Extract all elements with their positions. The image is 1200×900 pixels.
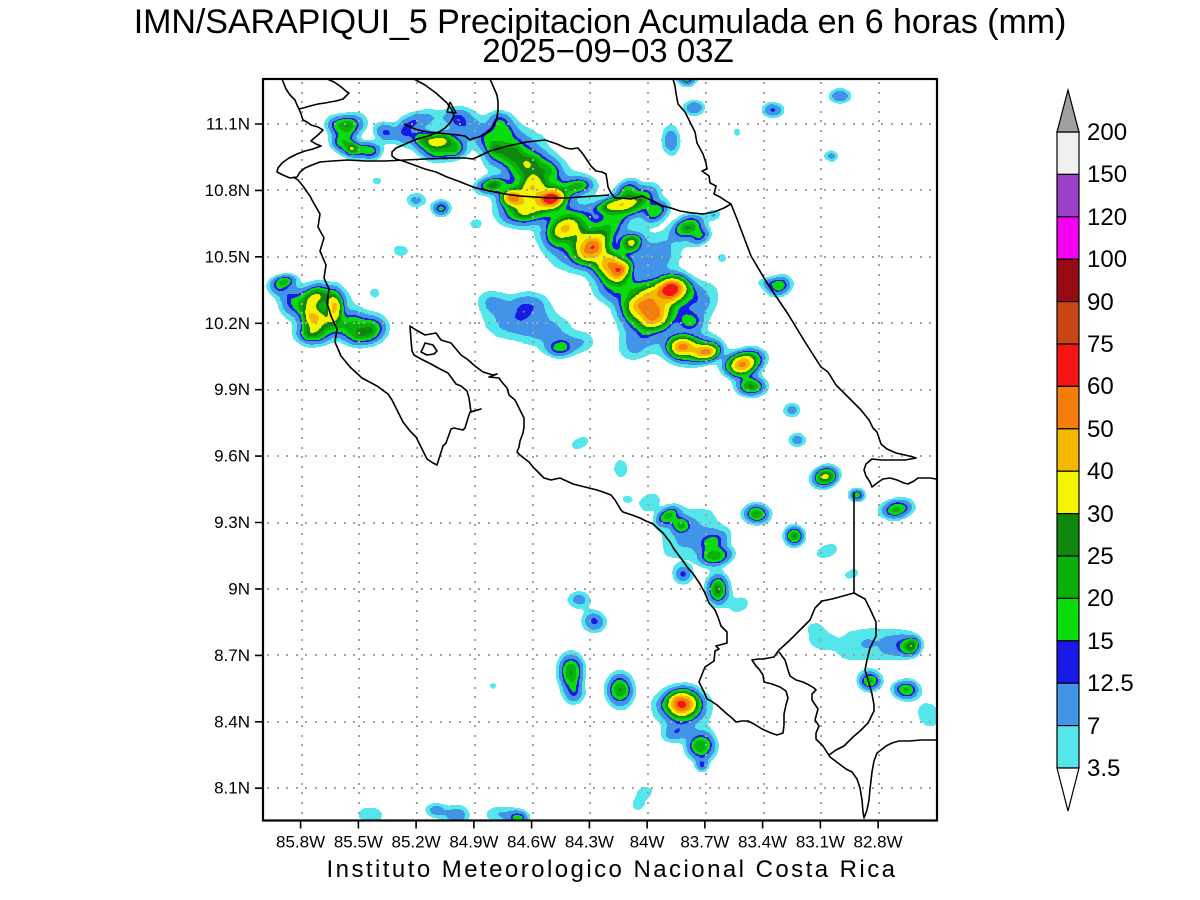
svg-text:100: 100 (1087, 246, 1127, 273)
svg-text:84.9W: 84.9W (449, 833, 498, 852)
svg-text:84.6W: 84.6W (507, 833, 556, 852)
svg-text:7: 7 (1087, 713, 1100, 740)
svg-text:IMN/SARAPIQUI_5 Precipitacion: IMN/SARAPIQUI_5 Precipitacion Acumulada … (134, 3, 1067, 41)
svg-text:8.7N: 8.7N (214, 646, 250, 665)
svg-text:9.9N: 9.9N (214, 380, 250, 399)
svg-text:9.6N: 9.6N (214, 447, 250, 466)
svg-text:40: 40 (1087, 458, 1114, 485)
svg-text:84.3W: 84.3W (565, 833, 614, 852)
svg-text:8.4N: 8.4N (214, 712, 250, 731)
svg-text:9.3N: 9.3N (214, 513, 250, 532)
svg-text:90: 90 (1087, 289, 1114, 316)
svg-text:85.2W: 85.2W (392, 833, 441, 852)
svg-text:12.5: 12.5 (1087, 670, 1134, 697)
svg-text:85.5W: 85.5W (334, 833, 383, 852)
svg-text:10.5N: 10.5N (205, 247, 250, 266)
svg-text:20: 20 (1087, 585, 1114, 612)
svg-text:75: 75 (1087, 331, 1114, 358)
svg-text:Instituto Meteorologico Nacion: Instituto Meteorologico Nacional Costa R… (327, 856, 898, 883)
svg-text:2025−09−03 03Z: 2025−09−03 03Z (482, 32, 733, 69)
svg-text:50: 50 (1087, 416, 1114, 443)
svg-text:3.5: 3.5 (1087, 755, 1120, 782)
svg-text:200: 200 (1087, 119, 1127, 146)
svg-text:83.4W: 83.4W (738, 833, 787, 852)
svg-text:60: 60 (1087, 373, 1114, 400)
svg-text:25: 25 (1087, 543, 1114, 570)
svg-text:85.8W: 85.8W (276, 833, 325, 852)
svg-text:15: 15 (1087, 628, 1114, 655)
svg-text:83.1W: 83.1W (796, 833, 845, 852)
svg-text:8.1N: 8.1N (214, 779, 250, 798)
svg-text:10.2N: 10.2N (205, 314, 250, 333)
svg-text:84W: 84W (630, 833, 665, 852)
svg-text:83.7W: 83.7W (680, 833, 729, 852)
svg-text:11.1N: 11.1N (206, 115, 250, 134)
svg-text:10.8N: 10.8N (205, 181, 250, 200)
svg-text:30: 30 (1087, 501, 1114, 528)
svg-text:82.8W: 82.8W (854, 833, 903, 852)
svg-text:120: 120 (1087, 204, 1127, 231)
svg-text:9N: 9N (228, 579, 250, 598)
svg-text:150: 150 (1087, 161, 1127, 188)
